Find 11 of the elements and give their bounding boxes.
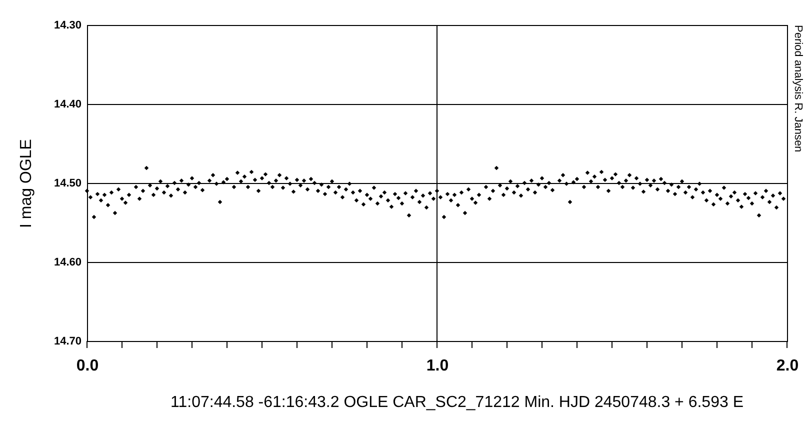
text: Period analysis R. Jansen — [792, 25, 804, 152]
y-axis-title: I mag OGLE — [18, 139, 35, 228]
y-tick-label: 14.30 — [54, 20, 82, 32]
y-tick-label: 14.50 — [54, 178, 82, 190]
text: 11:07:44.58 -61:16:43.2 OGLE CAR_SC2_71212 Min. HJD 2450748.3 + 6.593 E — [170, 394, 744, 411]
y-tick-label: 14.60 — [54, 256, 82, 268]
x-tick-label: 0.0 — [76, 358, 99, 374]
x-tick-label: 2.0 — [776, 358, 799, 374]
x-tick-label: 1.0 — [426, 358, 449, 374]
y-tick-label: 14.40 — [54, 98, 82, 110]
y-tick-label: 14.70 — [54, 336, 82, 348]
